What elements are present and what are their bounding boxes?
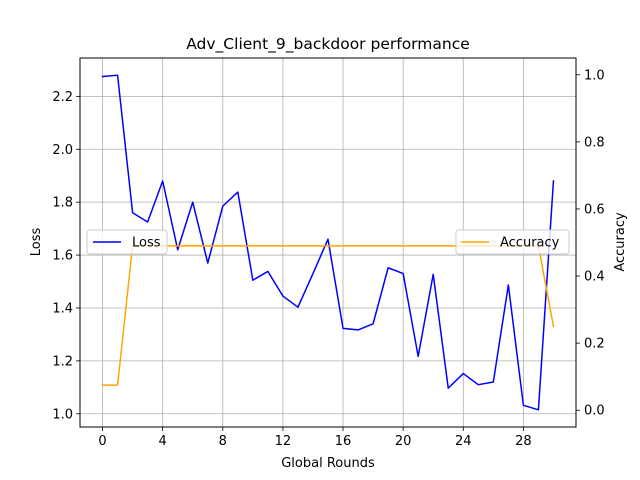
grid xyxy=(80,58,576,427)
right-tick-label: 0.4 xyxy=(584,270,605,285)
right-tick-label: 1.0 xyxy=(584,68,605,83)
left-tick-label: 1.8 xyxy=(52,196,73,211)
legend-loss-label: Loss xyxy=(132,236,161,251)
left-tick-label: 1.0 xyxy=(52,407,73,422)
x-tick-label: 12 xyxy=(275,434,292,449)
right-tick-label: 0.2 xyxy=(584,337,605,352)
right-axis-ticks: 0.0 0.2 0.4 0.6 0.8 1.0 xyxy=(576,68,605,419)
left-axis-label: Loss xyxy=(29,228,44,257)
left-tick-label: 2.2 xyxy=(52,90,73,105)
x-tick-label: 4 xyxy=(159,434,167,449)
left-tick-label: 2.0 xyxy=(52,143,73,158)
legend-accuracy: Accuracy xyxy=(455,229,570,255)
x-axis-ticks: 0 4 8 12 16 20 24 28 xyxy=(98,427,532,449)
left-tick-label: 1.2 xyxy=(52,354,73,369)
legend-accuracy-label: Accuracy xyxy=(500,236,560,251)
x-axis-label: Global Rounds xyxy=(281,456,375,471)
x-tick-label: 20 xyxy=(395,434,412,449)
x-tick-label: 24 xyxy=(455,434,472,449)
right-tick-label: 0.6 xyxy=(584,202,605,217)
legend-loss-box xyxy=(86,229,168,255)
right-tick-label: 0.8 xyxy=(584,135,605,150)
plot-frame xyxy=(79,57,577,428)
legend-accuracy-box xyxy=(455,229,570,255)
chart-title: Adv_Client_9_backdoor performance xyxy=(186,35,470,54)
x-tick-label: 16 xyxy=(335,434,352,449)
right-axis-label: Accuracy xyxy=(613,212,628,272)
x-tick-label: 0 xyxy=(98,434,106,449)
x-tick-label: 8 xyxy=(219,434,227,449)
left-axis-ticks: 1.0 1.2 1.4 1.6 1.8 2.0 2.2 xyxy=(52,90,80,422)
legend-loss: Loss xyxy=(86,229,168,255)
left-tick-label: 1.6 xyxy=(52,249,73,264)
x-tick-label: 28 xyxy=(515,434,532,449)
right-tick-label: 0.0 xyxy=(584,404,605,419)
left-tick-label: 1.4 xyxy=(52,301,73,316)
